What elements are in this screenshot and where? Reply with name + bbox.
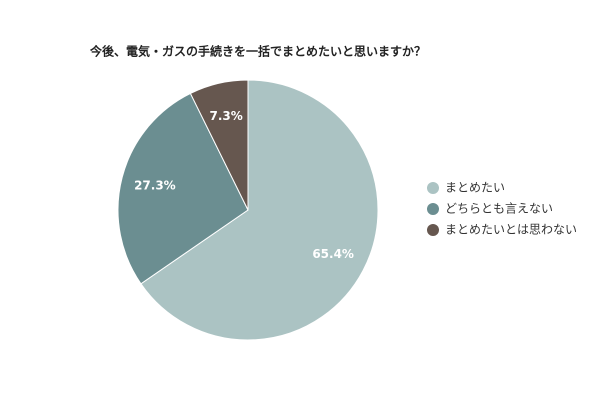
chart-title: 今後、電気・ガスの手続きを一括でまとめたいと思いますか？: [89, 44, 426, 59]
value-label: 65.4%: [312, 247, 354, 261]
legend-label: まとめたい: [445, 181, 505, 195]
value-label: 27.3%: [134, 178, 176, 192]
legend-swatch: [427, 182, 439, 194]
legend-swatch: [427, 224, 439, 236]
pie-slice: [140, 79, 379, 341]
value-label: 7.3%: [209, 109, 242, 123]
legend-swatch: [427, 203, 439, 215]
legend-label: まとめたいとは思わない: [445, 223, 577, 237]
legend-label: どちらとも言えない: [445, 202, 553, 216]
pie-slice: [189, 79, 249, 211]
pie-slice: [117, 92, 249, 285]
